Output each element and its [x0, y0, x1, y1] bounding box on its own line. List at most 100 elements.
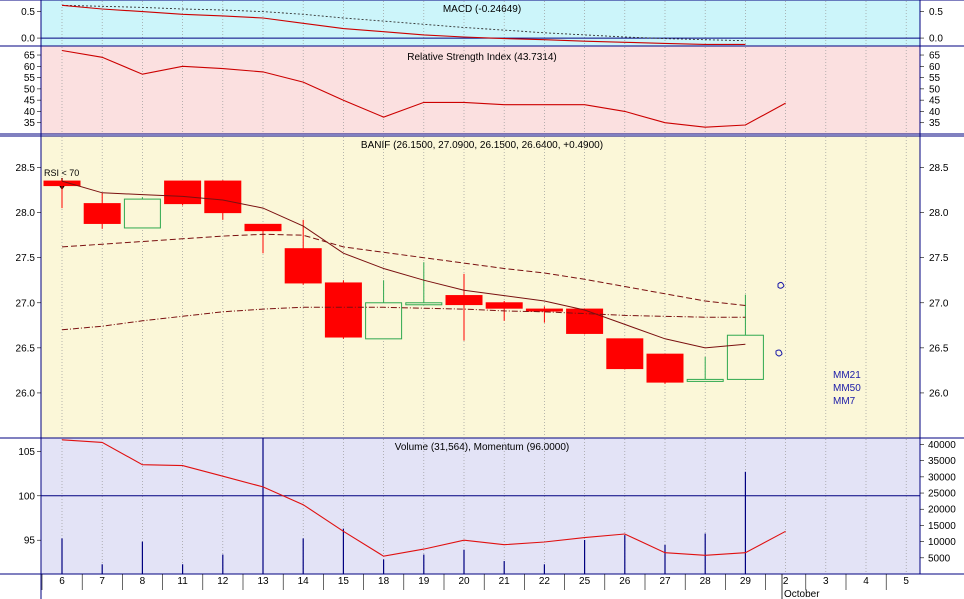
x-tick-label: 18 [378, 576, 390, 587]
candle-bear [485, 302, 523, 309]
macd-y-tick-label: 0.0 [21, 34, 35, 45]
price-y-tick-label: 27.5 [16, 253, 36, 264]
x-tick-label: 15 [338, 576, 350, 587]
candle-bull [726, 334, 764, 380]
volume-y-tick-label: 5000 [928, 553, 951, 564]
legend-mm7: MM7 [833, 396, 856, 407]
macd-line [61, 4, 746, 45]
rsi-title: Relative Strength Index (43.7314) [407, 52, 557, 63]
price-y-tick-label-right: 27.0 [929, 298, 949, 309]
rsi-y-tick-label: 55 [24, 73, 36, 84]
month-label: October [784, 589, 820, 599]
volume-title: Volume (31,564), Momentum (96.0000) [395, 442, 570, 453]
price-y-tick-label: 26.5 [16, 343, 36, 354]
x-tick-label: 25 [579, 576, 591, 587]
x-tick-label: 11 [177, 576, 188, 587]
macd-y-tick-label-right: 0.0 [929, 34, 943, 45]
momentum-y-tick-label: 95 [24, 536, 36, 547]
x-tick-label: 14 [298, 576, 310, 587]
candle-bear [164, 180, 202, 205]
rsi-y-tick-label-right: 50 [929, 84, 941, 95]
price-y-tick-label-right: 27.5 [929, 253, 949, 264]
momentum-y-tick-label: 105 [18, 447, 35, 458]
candle-bear [445, 295, 483, 306]
x-tick-label: 2 [783, 576, 789, 587]
volume-panel [41, 438, 920, 574]
x-tick-label: 22 [539, 576, 551, 587]
candle-bear [43, 180, 81, 187]
x-axis-strip [41, 574, 920, 599]
rsi-y-tick-label-right: 65 [929, 51, 941, 62]
momentum-y-tick-label: 100 [18, 491, 35, 502]
x-tick-label: 20 [458, 576, 470, 587]
candle-bull [405, 302, 443, 306]
volume-y-tick-label: 15000 [928, 521, 956, 532]
candle-bear [204, 180, 242, 214]
mm-dashed-line [61, 233, 746, 306]
line-end-marker-icon [775, 281, 785, 357]
rsi-y-tick-label-right: 40 [929, 107, 941, 118]
price-y-tick-label: 27.0 [16, 298, 36, 309]
rsi-y-tick-label-right: 35 [929, 118, 941, 129]
volume-y-tick-label: 30000 [928, 472, 956, 483]
rsi-y-tick-label-right: 45 [929, 96, 941, 107]
candle-bull [123, 198, 161, 229]
candle-bear [83, 203, 121, 224]
price-y-tick-label: 26.0 [16, 388, 36, 399]
rsi-annotation: RSI < 70 [44, 168, 79, 178]
rsi-y-tick-label: 40 [24, 107, 36, 118]
x-tick-label: 29 [740, 576, 752, 587]
macd-signal-line [61, 4, 746, 42]
rsi-y-tick-label-right: 55 [929, 73, 941, 84]
rsi-y-tick-label-right: 60 [929, 62, 941, 73]
rsi-line [61, 49, 786, 128]
mm-dashdot-line [61, 306, 746, 331]
x-tick-label: 3 [823, 576, 829, 587]
rsi-y-tick-label: 60 [24, 62, 36, 73]
x-tick-label: 26 [619, 576, 631, 587]
volume-y-tick-label: 20000 [928, 505, 956, 516]
candle-bear [284, 248, 322, 284]
rsi-y-tick-label: 50 [24, 84, 36, 95]
rsi-y-tick-label: 45 [24, 96, 36, 107]
price-title: BANIF (26.1500, 27.0900, 26.1500, 26.640… [361, 140, 603, 151]
price-y-tick-label: 28.5 [16, 163, 36, 174]
macd-title: MACD (-0.24649) [443, 4, 521, 15]
candle-bear [244, 223, 282, 232]
momentum-line [61, 439, 786, 557]
legend-mm21: MM21 [833, 370, 861, 381]
macd-y-tick-label: 0.5 [21, 7, 35, 18]
x-tick-label: 13 [257, 576, 269, 587]
x-tick-label: 27 [659, 576, 671, 587]
price-y-tick-label-right: 28.0 [929, 208, 949, 219]
candle-bear [324, 282, 362, 338]
price-y-tick-label: 28.0 [16, 208, 36, 219]
x-tick-label: 8 [140, 576, 146, 587]
volume-y-tick-label: 40000 [928, 440, 956, 451]
rsi-panel [41, 46, 920, 134]
price-y-tick-label-right: 28.5 [929, 163, 949, 174]
x-tick-label: 5 [903, 576, 909, 587]
candle-bull [686, 378, 724, 382]
x-tick-label: 7 [99, 576, 105, 587]
rsi-y-tick-label: 35 [24, 118, 36, 129]
x-tick-label: 6 [59, 576, 65, 587]
candle-bear [646, 353, 684, 383]
volume-y-tick-label: 10000 [928, 537, 956, 548]
x-tick-label: 19 [418, 576, 430, 587]
x-tick-label: 12 [217, 576, 229, 587]
volume-y-tick-label: 25000 [928, 489, 956, 500]
candle-bull [365, 302, 403, 340]
x-tick-label: 4 [863, 576, 869, 587]
x-tick-label: 21 [499, 576, 511, 587]
candle-bear [525, 308, 563, 312]
price-y-tick-label-right: 26.0 [929, 388, 949, 399]
macd-y-tick-label-right: 0.5 [929, 7, 943, 18]
candle-bear [606, 338, 644, 370]
volume-y-tick-label: 35000 [928, 456, 956, 467]
mm-solid-line [61, 180, 746, 349]
rsi-y-tick-label: 65 [24, 51, 36, 62]
x-tick-label: 28 [700, 576, 712, 587]
price-y-tick-label-right: 26.5 [929, 343, 949, 354]
